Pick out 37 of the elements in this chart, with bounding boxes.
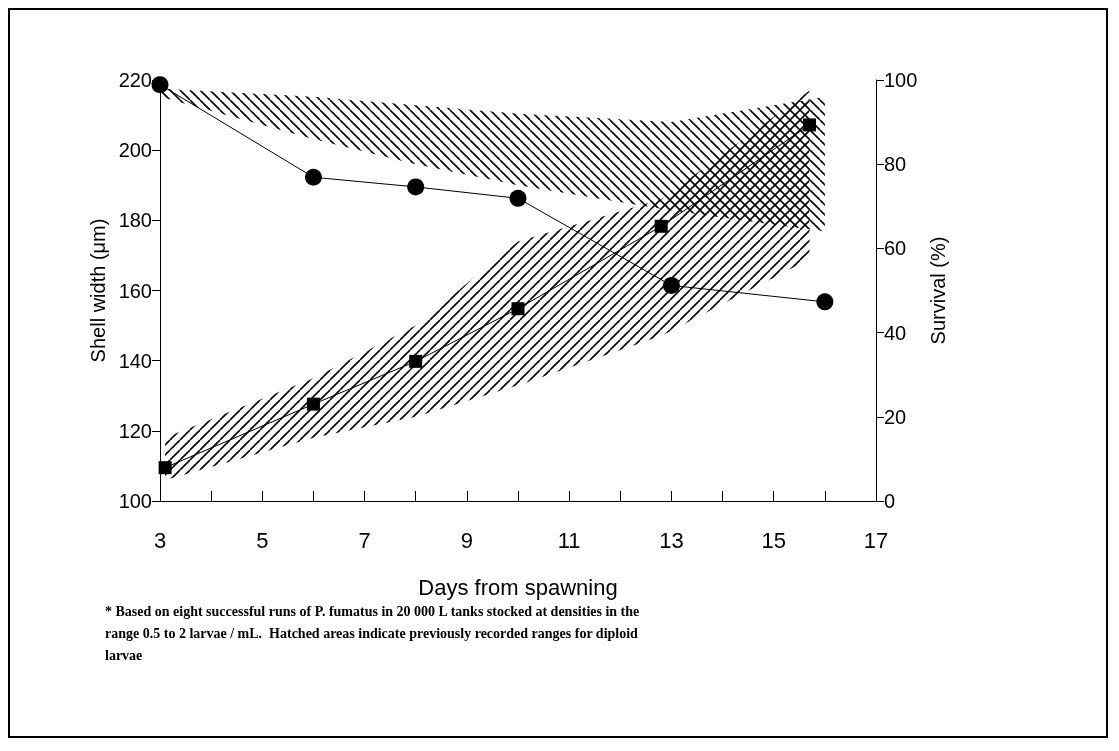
- point: [306, 397, 320, 411]
- y2-tick-label: 20: [884, 405, 907, 428]
- y2-tick-label: 40: [884, 321, 907, 344]
- point: [803, 118, 817, 132]
- x-axis-title: Days from spawning: [418, 574, 618, 600]
- x-tick-label: 17: [863, 527, 889, 553]
- y2-axis-title: Survival (%): [927, 236, 950, 345]
- point: [151, 76, 169, 94]
- x-tick-label: 7: [358, 527, 371, 553]
- x-tick-label: 9: [460, 527, 473, 553]
- y-tick-label: 180: [118, 209, 152, 232]
- y-tick-label: 200: [118, 139, 152, 162]
- point: [158, 461, 172, 475]
- text: * Based on eight successful runs of P. fumatus in 20 000 L tanks stocked at densities in the range 0.5 to 2 larvae / mL. Hatched areas indicate previously recorded ranges for diploid larvae: [105, 603, 643, 663]
- x-tick-label: 15: [761, 527, 786, 553]
- x-tick-label: 11: [557, 527, 581, 553]
- point: [409, 354, 423, 368]
- point: [662, 276, 680, 294]
- y2-tick-label: 100: [884, 69, 918, 91]
- point: [509, 189, 527, 207]
- y-tick-label: 140: [118, 349, 152, 372]
- point: [304, 168, 322, 186]
- y2-tick-label: 60: [884, 237, 907, 260]
- y-tick-label: 160: [118, 279, 152, 302]
- y2-tick-label: 0: [884, 490, 896, 512]
- x-tick-label: 13: [659, 527, 684, 553]
- point: [511, 302, 525, 316]
- point: [407, 178, 425, 196]
- x-tick-label: 5: [256, 527, 269, 553]
- x-tick-label: 3: [153, 527, 167, 553]
- y-axis-title: Shell width (μm): [86, 218, 109, 363]
- y2-tick-label: 80: [884, 153, 907, 176]
- y-tick-label: 220: [118, 69, 152, 91]
- point: [654, 219, 668, 233]
- y-tick-label: 100: [118, 490, 152, 512]
- y-tick-label: 120: [118, 419, 152, 442]
- point: [816, 293, 834, 311]
